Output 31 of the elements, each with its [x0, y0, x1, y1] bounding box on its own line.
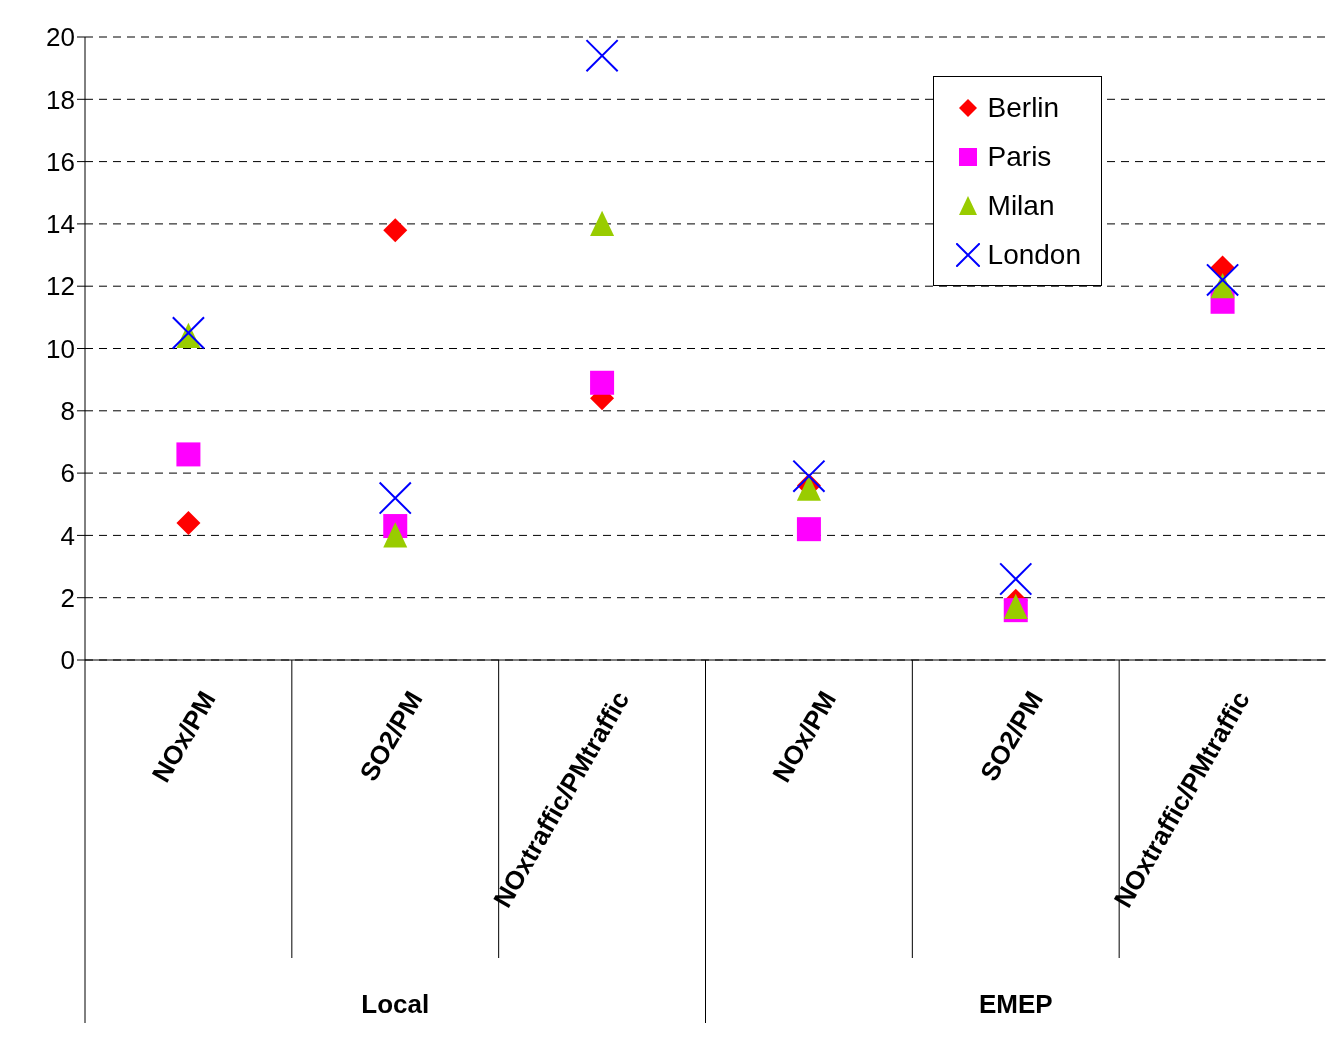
legend-label: Paris — [987, 140, 1052, 173]
y-tick-label: 6 — [60, 458, 75, 489]
point — [796, 517, 821, 542]
legend-label: London — [987, 238, 1081, 271]
point — [171, 316, 206, 350]
text: Local — [361, 989, 430, 1019]
y-tick-label: 12 — [46, 271, 75, 302]
text: EMEP — [978, 989, 1053, 1019]
y-tick-label: 10 — [46, 333, 75, 364]
y-tick-label: 16 — [46, 146, 75, 177]
point — [792, 459, 826, 493]
point — [585, 39, 619, 73]
point — [176, 510, 201, 535]
point — [176, 442, 201, 467]
point — [383, 522, 408, 548]
point — [590, 370, 615, 395]
y-tick-label: 4 — [60, 520, 75, 551]
y-tick-label: 14 — [46, 209, 75, 240]
y-tick-label: 18 — [46, 84, 75, 115]
point — [590, 210, 615, 236]
point — [999, 562, 1033, 596]
point — [1205, 263, 1240, 297]
point — [378, 481, 412, 515]
point — [1003, 593, 1028, 620]
y-tick-label: 2 — [60, 582, 75, 613]
y-tick-label: 20 — [46, 22, 75, 53]
legend-label: Milan — [987, 189, 1055, 222]
point — [383, 218, 408, 243]
legend-label: Berlin — [987, 91, 1060, 124]
y-tick-label: 0 — [60, 645, 75, 676]
y-tick-label: 8 — [60, 396, 75, 427]
